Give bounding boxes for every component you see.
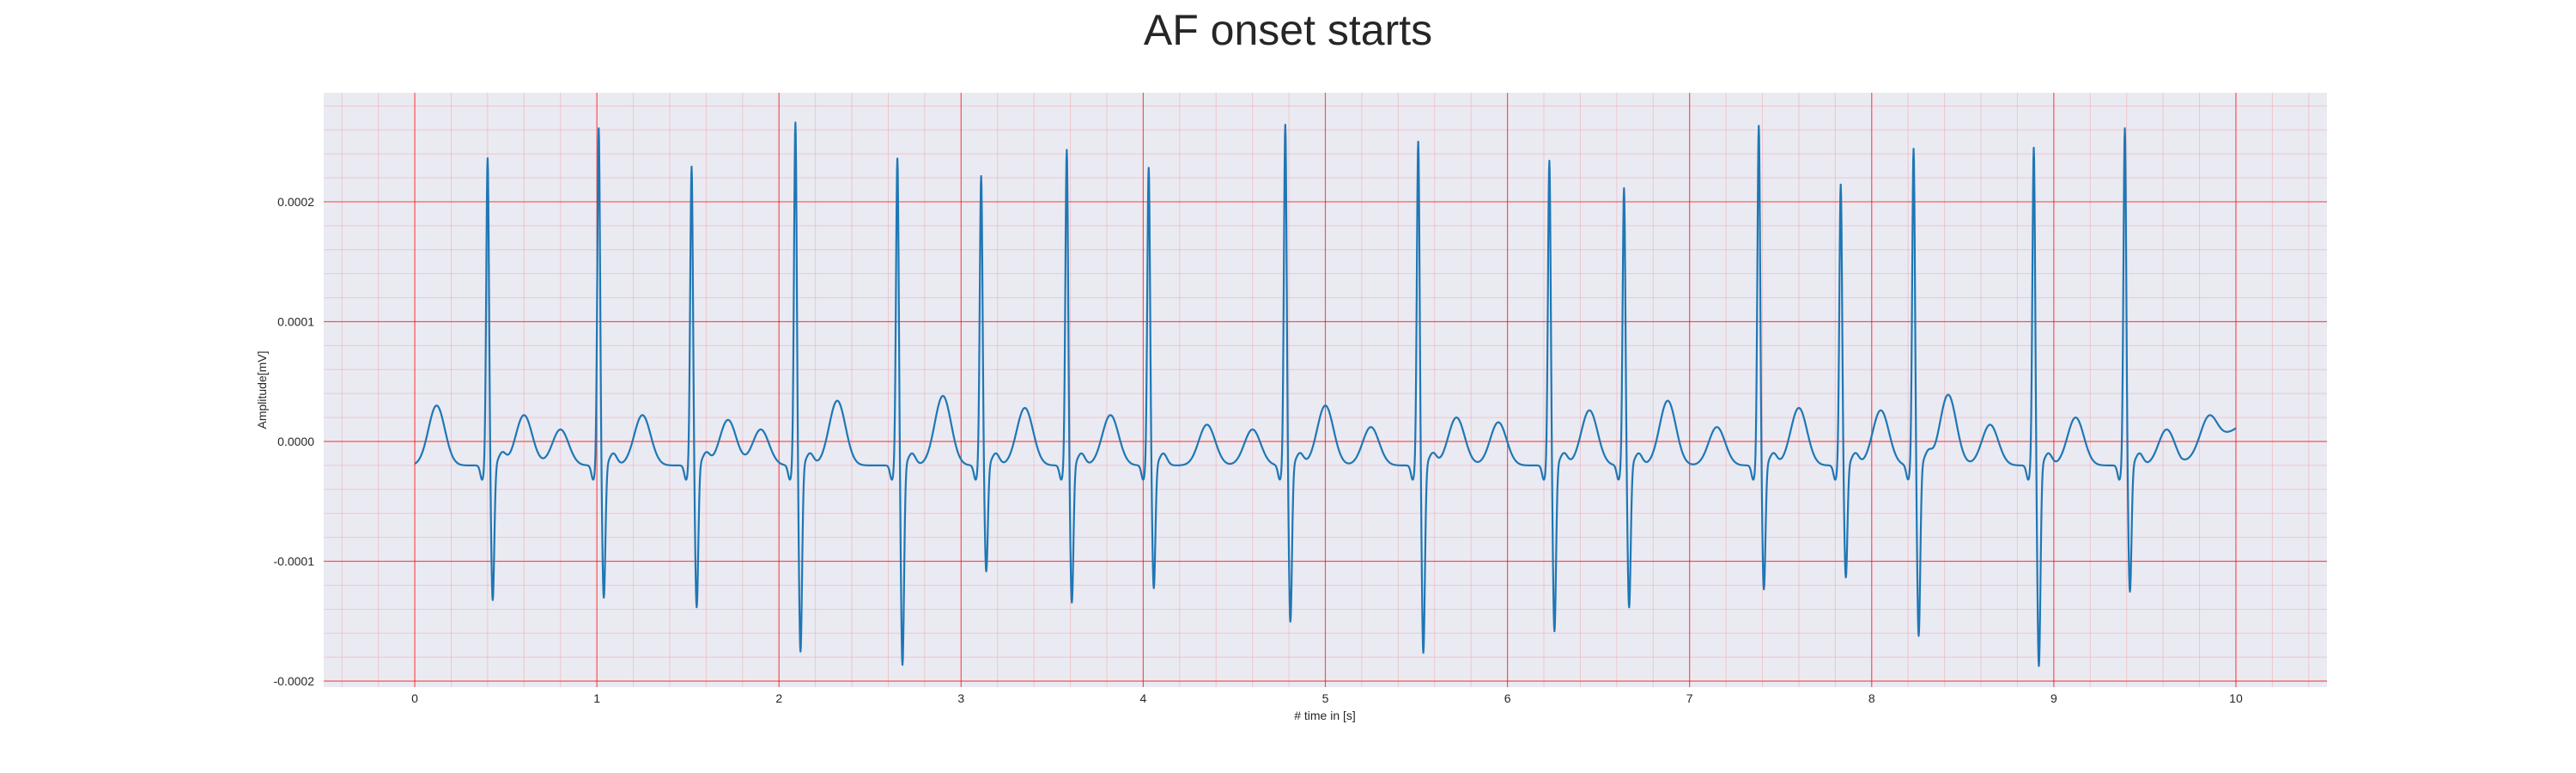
y-axis-label: Amplitude[mV] — [255, 350, 269, 429]
x-tick-label: 3 — [957, 691, 964, 705]
x-tick-label: 2 — [775, 691, 782, 705]
y-ticks: -0.0002 -0.0001 0.0000 0.0001 0.0002 — [274, 195, 315, 688]
y-tick-label: 0.0000 — [277, 435, 314, 448]
y-tick-label: 0.0001 — [277, 314, 314, 328]
x-tick-label: 10 — [2229, 691, 2243, 705]
y-tick-label: -0.0002 — [274, 674, 315, 688]
signal-layer — [414, 121, 2237, 667]
ecg-signal-line — [414, 121, 2237, 667]
x-tick-label: 5 — [1322, 691, 1329, 705]
y-tick-label: -0.0001 — [274, 555, 315, 569]
x-tick-label: 7 — [1686, 691, 1693, 705]
x-ticks: 0 1 2 3 4 5 6 7 8 9 10 — [411, 691, 2243, 705]
y-tick-label: 0.0002 — [277, 195, 314, 209]
x-tick-label: 6 — [1504, 691, 1511, 705]
x-tick-label: 8 — [1868, 691, 1875, 705]
x-tick-label: 4 — [1140, 691, 1147, 705]
chart-title: AF onset starts — [1143, 6, 1433, 54]
x-tick-label: 1 — [593, 691, 600, 705]
x-tick-label: 0 — [411, 691, 418, 705]
x-axis-label: # time in [s] — [1294, 709, 1356, 722]
x-tick-label: 9 — [2050, 691, 2057, 705]
